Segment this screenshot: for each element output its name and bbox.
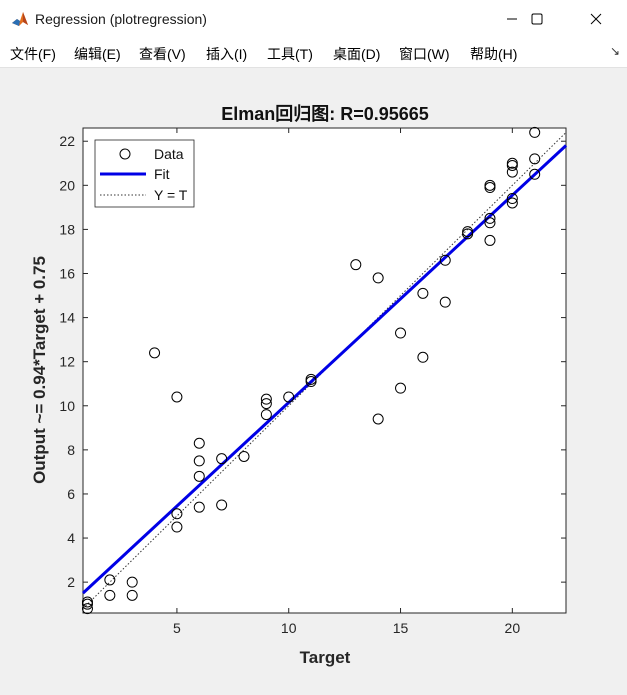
window-title: Regression (plotregression) bbox=[35, 11, 207, 27]
y-tick-label: 8 bbox=[67, 442, 75, 458]
y-tick-label: 10 bbox=[59, 398, 75, 414]
legend-data-marker bbox=[119, 148, 131, 160]
data-point bbox=[104, 574, 116, 586]
regression-chart: Elman回归图: R=0.95665 5 10 15 20 2 4 6 8 10 12 14 16… bbox=[30, 103, 568, 667]
x-axis-label: Target bbox=[300, 648, 351, 667]
maximize-icon bbox=[531, 13, 543, 25]
minimize-button[interactable] bbox=[489, 0, 535, 38]
data-point bbox=[484, 182, 496, 194]
data-point bbox=[506, 193, 518, 205]
y-tick-label: 6 bbox=[67, 486, 75, 502]
data-point bbox=[193, 437, 205, 449]
data-point bbox=[350, 259, 362, 271]
data-point bbox=[283, 391, 295, 403]
menu-bar: 文件(F) 编辑(E) 查看(V) 插入(I) 工具(T) 桌面(D) 窗口(W… bbox=[0, 38, 627, 68]
identity-line bbox=[82, 132, 567, 609]
data-point bbox=[216, 499, 228, 511]
legend-label-data: Data bbox=[154, 146, 184, 162]
menu-overflow-arrow-icon[interactable]: ↘ bbox=[609, 44, 620, 58]
chart-title: Elman回归图: R=0.95665 bbox=[221, 103, 429, 124]
data-point bbox=[506, 197, 518, 209]
data-point bbox=[193, 470, 205, 482]
legend[interactable]: Data Fit Y = T bbox=[94, 139, 195, 208]
y-tick-label: 22 bbox=[59, 133, 75, 149]
menu-window[interactable]: 窗口(W) bbox=[399, 46, 450, 62]
data-point bbox=[372, 272, 384, 284]
data-point bbox=[439, 254, 451, 266]
maximize-button[interactable] bbox=[514, 0, 560, 38]
data-point bbox=[81, 603, 93, 615]
data-point bbox=[260, 398, 272, 410]
data-point bbox=[395, 382, 407, 394]
identity-line-group bbox=[82, 132, 567, 609]
y-tick-label: 12 bbox=[59, 354, 75, 370]
x-tick-label: 10 bbox=[281, 620, 297, 636]
x-tick-label: 15 bbox=[393, 620, 409, 636]
y-tick-label: 2 bbox=[67, 574, 75, 590]
data-points bbox=[81, 126, 541, 615]
y-tick-label: 20 bbox=[59, 177, 75, 193]
menu-insert[interactable]: 插入(I) bbox=[206, 46, 248, 62]
data-point bbox=[193, 455, 205, 467]
menu-view[interactable]: 查看(V) bbox=[139, 46, 186, 62]
y-tick-label: 14 bbox=[59, 310, 75, 326]
data-point bbox=[395, 327, 407, 339]
data-point bbox=[417, 287, 429, 299]
data-point bbox=[193, 501, 205, 513]
data-point bbox=[260, 393, 272, 405]
data-point bbox=[126, 576, 138, 588]
data-point bbox=[484, 217, 496, 229]
data-point bbox=[171, 521, 183, 533]
x-tick-label: 5 bbox=[173, 620, 181, 636]
y-tick-label: 4 bbox=[67, 530, 75, 546]
y-tick-label: 18 bbox=[59, 221, 75, 237]
title-bar[interactable]: Regression (plotregression) bbox=[0, 0, 627, 38]
y-tick-label: 16 bbox=[59, 266, 75, 282]
data-point bbox=[372, 413, 384, 425]
y-axis-ticks: 2 4 6 8 10 12 14 16 18 20 22 bbox=[59, 133, 566, 590]
matlab-logo-icon bbox=[11, 10, 29, 28]
data-point bbox=[529, 153, 541, 165]
data-point bbox=[104, 589, 116, 601]
y-axis-label: Output ~= 0.94*Target + 0.75 bbox=[30, 256, 49, 484]
menu-edit[interactable]: 编辑(E) bbox=[74, 46, 121, 62]
close-icon bbox=[590, 13, 602, 25]
data-point bbox=[305, 376, 317, 388]
data-point bbox=[417, 351, 429, 363]
menu-help[interactable]: 帮助(H) bbox=[470, 46, 518, 62]
x-tick-label: 20 bbox=[505, 620, 521, 636]
legend-label-fit: Fit bbox=[154, 166, 170, 182]
data-point bbox=[529, 168, 541, 180]
data-point bbox=[529, 126, 541, 138]
data-point bbox=[439, 296, 451, 308]
menu-desktop[interactable]: 桌面(D) bbox=[333, 46, 381, 62]
data-point bbox=[149, 347, 161, 359]
minimize-icon bbox=[507, 18, 517, 20]
data-point bbox=[484, 212, 496, 224]
data-point bbox=[126, 589, 138, 601]
data-point bbox=[238, 450, 250, 462]
data-point bbox=[506, 166, 518, 178]
close-button[interactable] bbox=[573, 0, 619, 38]
data-point bbox=[171, 391, 183, 403]
data-point bbox=[171, 508, 183, 520]
data-point bbox=[216, 453, 228, 465]
data-point bbox=[81, 596, 93, 608]
menu-file[interactable]: 文件(F) bbox=[10, 46, 56, 62]
legend-label-identity: Y = T bbox=[154, 187, 188, 203]
data-point bbox=[484, 234, 496, 246]
data-point bbox=[260, 409, 272, 421]
data-point bbox=[506, 159, 518, 171]
menu-tools[interactable]: 工具(T) bbox=[267, 46, 313, 62]
data-point bbox=[462, 228, 474, 240]
x-axis-ticks: 5 10 15 20 bbox=[173, 128, 520, 636]
